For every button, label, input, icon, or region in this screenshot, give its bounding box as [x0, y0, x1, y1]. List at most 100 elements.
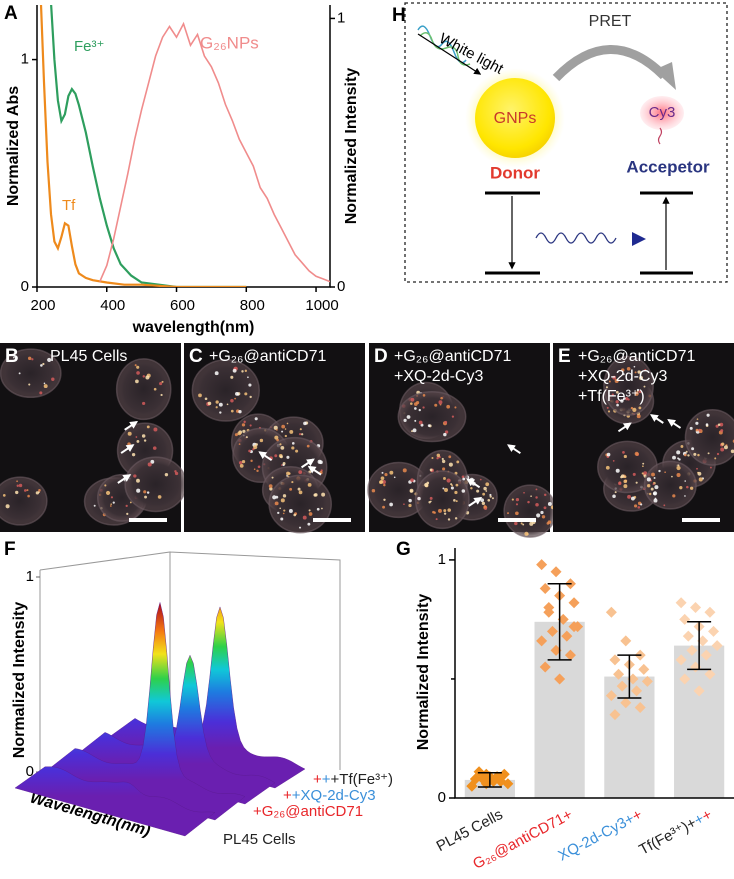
particle [540, 510, 544, 515]
particle [291, 446, 295, 450]
particle [441, 459, 446, 464]
particle [612, 494, 616, 499]
particle [5, 504, 10, 509]
surface-ribbon [14, 766, 216, 837]
particle [547, 501, 552, 506]
particle [676, 473, 681, 478]
particle [730, 449, 734, 454]
particle [526, 532, 529, 536]
y-axis-label: Normalized Abs [5, 86, 22, 206]
particle [715, 424, 719, 428]
particle [685, 450, 688, 453]
particle [244, 392, 248, 396]
line-series [50, 5, 247, 287]
particle [283, 509, 286, 512]
particle [282, 494, 287, 498]
data-point [627, 673, 639, 685]
particle [286, 422, 289, 425]
particle [632, 407, 637, 412]
particle [676, 450, 681, 455]
particle [253, 445, 258, 450]
particle [634, 391, 639, 396]
particle [93, 504, 96, 507]
particle [272, 495, 277, 500]
error-bar [617, 654, 642, 699]
particle [288, 508, 293, 513]
arrow [667, 419, 682, 429]
particle [461, 475, 465, 479]
particle [618, 481, 622, 486]
particle [418, 420, 423, 425]
particle [633, 365, 636, 368]
particle [448, 455, 452, 459]
legend-label: +++Tf(Fe³⁺) [313, 771, 393, 788]
particle [280, 517, 284, 521]
particle [144, 495, 148, 499]
particle [268, 484, 273, 489]
particle [105, 490, 111, 496]
particle [689, 426, 693, 430]
particle [447, 518, 451, 521]
particle [612, 459, 615, 462]
particle [705, 423, 709, 426]
particle [720, 429, 724, 433]
particle [237, 431, 242, 436]
particle [723, 445, 728, 450]
particle [654, 497, 657, 500]
particle [274, 454, 278, 458]
particle [238, 460, 243, 465]
particle [530, 495, 532, 497]
particle [298, 432, 302, 436]
particle [371, 488, 376, 493]
data-point [711, 640, 723, 652]
particle [402, 468, 407, 473]
particle [630, 406, 634, 410]
particle [611, 393, 614, 396]
data-point [675, 654, 687, 666]
particle [676, 465, 681, 471]
particle [51, 377, 55, 381]
particle [491, 497, 494, 500]
particle [438, 508, 442, 513]
particle [454, 406, 457, 409]
particle [446, 404, 451, 409]
arrow [507, 444, 521, 455]
particle [40, 364, 43, 367]
data-point [550, 566, 562, 578]
particle [448, 462, 453, 467]
particle [406, 415, 411, 419]
data-point [704, 668, 716, 680]
particle [672, 455, 676, 460]
data-point [564, 649, 576, 661]
particle [714, 457, 717, 460]
particle [410, 402, 413, 405]
particle [442, 487, 445, 490]
particle [286, 474, 288, 477]
panel-label: C [189, 346, 203, 367]
line-series [39, 5, 247, 287]
particle [174, 471, 179, 476]
particle [18, 483, 23, 488]
data-point [682, 630, 694, 642]
particle [622, 373, 625, 376]
particle [248, 383, 252, 387]
particle [26, 489, 29, 492]
particle [420, 423, 424, 427]
particle [652, 483, 655, 486]
particle [443, 509, 447, 513]
particle [27, 494, 30, 498]
particle [157, 495, 162, 499]
particle [695, 428, 699, 432]
particle [298, 470, 303, 475]
particle [300, 433, 304, 436]
particle [393, 476, 396, 479]
particle [241, 370, 244, 373]
particle [159, 382, 163, 386]
particle [627, 494, 631, 499]
data-point [557, 613, 569, 625]
cell [115, 358, 172, 421]
particle [174, 470, 177, 473]
particle [686, 485, 689, 489]
data-point [480, 768, 492, 780]
particle [614, 378, 619, 383]
